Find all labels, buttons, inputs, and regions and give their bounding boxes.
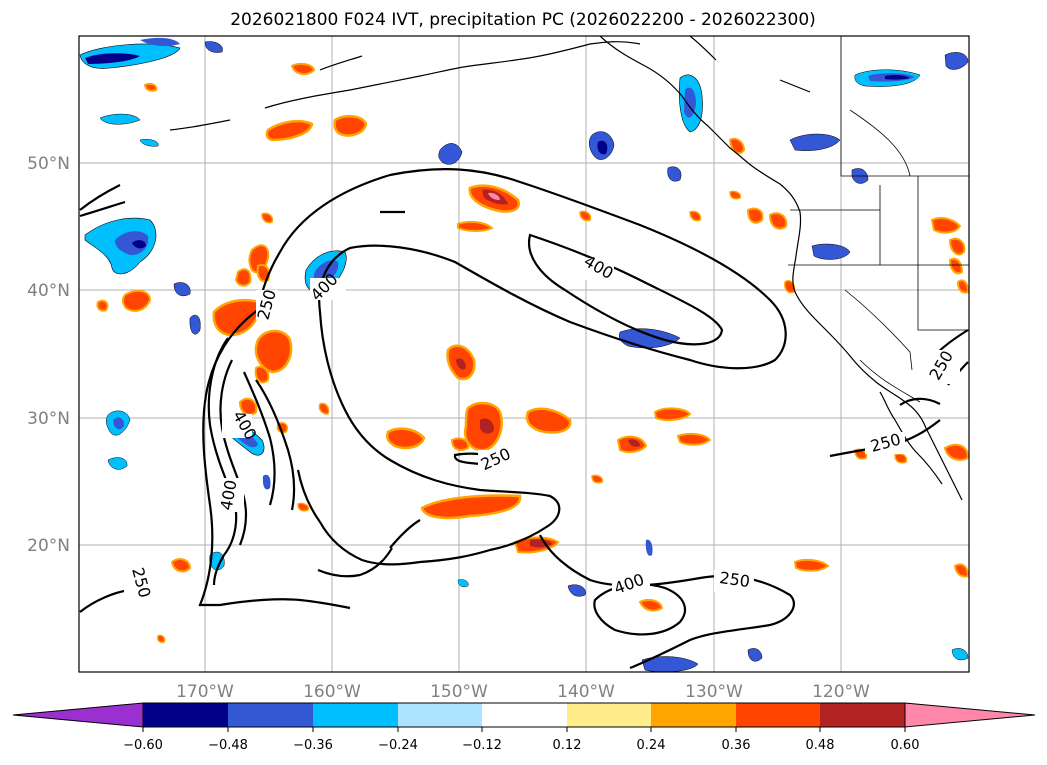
colorbar-segment [567,703,651,727]
longitude-labels: 170°W 160°W 150°W 140°W 130°W 120°W [176,682,870,702]
colorbar-outline [142,702,906,728]
colorbar-segment [820,703,905,727]
map-background [79,36,969,672]
coastlines [169,36,963,501]
colorbar-segment [228,703,313,727]
lat-label-50n: 50°N [27,154,70,174]
lon-label-150w: 150°W [430,682,488,702]
colorbar-tick-label: 0.24 [637,738,666,753]
colorbar-segment [651,703,736,727]
colorbar-ticks [142,727,906,732]
lon-label-130w: 130°W [685,682,743,702]
borders [788,36,969,403]
colorbar-segment [313,703,398,727]
colorbar-tick-label: −0.60 [123,738,163,753]
lon-label-160w: 160°W [303,682,361,702]
positive-precip-areas [96,62,969,643]
colorbar-extend-high [904,702,1036,728]
lon-label-170w: 170°W [176,682,234,702]
colorbar-segment [143,703,228,727]
colorbar-tick-label: 0.60 [891,738,920,753]
map-title: 2026021800 F024 IVT, precipitation PC (2… [230,10,816,30]
colorbar-segment [482,703,567,727]
colorbar-tick-label: −0.48 [208,738,248,753]
map-content: 250 400 400 400 400 250 250 250 250 400 … [79,36,969,672]
lon-label-140w: 140°W [557,682,615,702]
lon-label-120w: 120°W [812,682,870,702]
colorbar-segment [398,703,482,727]
colorbar-segment [736,703,820,727]
colorbar-tick-label: 0.48 [806,738,835,753]
colorbar-extend-low [12,702,144,728]
lat-label-30n: 30°N [27,409,70,429]
colorbar-tick-label: 0.12 [553,738,582,753]
colorbar-tick-label: −0.12 [462,738,502,753]
colorbar: −0.60 −0.48 −0.36 −0.24 −0.12 0.12 0.24 … [12,702,1036,753]
contour-label: 250 [718,568,751,591]
colorbar-tick-label: 0.36 [722,738,751,753]
latitude-labels: 50°N 40°N 30°N 20°N [27,154,70,556]
lat-label-20n: 20°N [27,536,70,556]
colorbar-tick-label: −0.36 [293,738,333,753]
colorbar-tick-label: −0.24 [378,738,418,753]
lat-label-40n: 40°N [27,281,70,301]
map-frame [78,35,970,673]
